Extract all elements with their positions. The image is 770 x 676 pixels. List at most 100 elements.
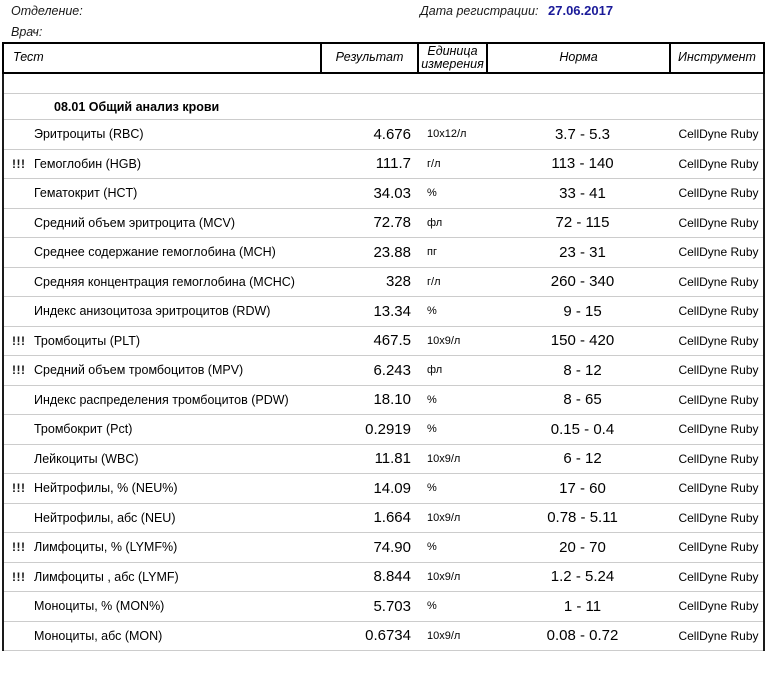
unit-value: 10x9/л bbox=[427, 334, 461, 347]
table-row: Моноциты, абс (MON) 0.6734 10x9/л 0.08 -… bbox=[4, 622, 763, 651]
test-name: Индекс распределения тромбоцитов (PDW) bbox=[34, 392, 289, 407]
table-row: !!! Лимфоциты, % (LYMF%) 74.90 % 20 - 70… bbox=[4, 533, 763, 563]
result-value: 13.34 bbox=[373, 302, 411, 320]
table-row: Среднее содержание гемоглобина (MCH) 23.… bbox=[4, 238, 763, 268]
test-name: Тромбокрит (Pct) bbox=[34, 422, 133, 437]
instrument-name: CellDyne Ruby bbox=[678, 628, 759, 643]
result-value: 5.703 bbox=[373, 597, 411, 615]
table-row: Нейтрофилы, абс (NEU) 1.664 10x9/л 0.78 … bbox=[4, 504, 763, 533]
norm-range: 20 - 70 bbox=[559, 538, 606, 556]
norm-range: 9 - 15 bbox=[563, 302, 602, 320]
test-name: Среднее содержание гемоглобина (MCH) bbox=[34, 245, 276, 260]
table-row: Гематокрит (HCT) 34.03 % 33 - 41 CellDyn… bbox=[4, 179, 763, 209]
instrument-name: CellDyne Ruby bbox=[678, 245, 759, 260]
test-name: Моноциты, % (MON%) bbox=[34, 599, 165, 614]
result-value: 467.5 bbox=[373, 332, 411, 350]
instrument-name: CellDyne Ruby bbox=[678, 363, 759, 378]
norm-range: 260 - 340 bbox=[550, 273, 615, 291]
table-header-row: Тест Результат Единица измерения Норма И… bbox=[2, 42, 765, 74]
table-row: !!! Нейтрофилы, % (NEU%) 14.09 % 17 - 60… bbox=[4, 474, 763, 504]
instrument-name: CellDyne Ruby bbox=[678, 451, 759, 466]
norm-range: 8 - 65 bbox=[563, 391, 602, 409]
table-row: Индекс анизоцитоза эритроцитов (RDW) 13.… bbox=[4, 297, 763, 327]
unit-value: % bbox=[427, 482, 437, 495]
norm-range: 113 - 140 bbox=[551, 155, 614, 173]
result-value: 14.09 bbox=[373, 479, 411, 497]
unit-value: фл bbox=[427, 216, 443, 229]
column-header-test: Тест bbox=[4, 44, 322, 72]
result-value: 328 bbox=[385, 273, 411, 291]
test-name: Средняя концентрация гемоглобина (MCHC) bbox=[34, 274, 295, 289]
instrument-name: CellDyne Ruby bbox=[678, 274, 759, 289]
abnormal-flag: !!! bbox=[12, 333, 26, 348]
table-row: Средняя концентрация гемоглобина (MCHC) … bbox=[4, 268, 763, 297]
result-value: 11.81 bbox=[374, 450, 411, 468]
registration-date-label: Дата регистрации: bbox=[420, 4, 539, 18]
unit-value: % bbox=[427, 541, 437, 554]
unit-value: 10x12/л bbox=[427, 128, 467, 141]
instrument-name: CellDyne Ruby bbox=[678, 569, 759, 584]
table-row: !!! Лимфоциты , абс (LYMF) 8.844 10x9/л … bbox=[4, 563, 763, 592]
instrument-name: CellDyne Ruby bbox=[678, 481, 759, 496]
unit-value: г/л bbox=[427, 275, 441, 288]
test-name: Лимфоциты, % (LYMF%) bbox=[34, 540, 178, 555]
result-value: 34.03 bbox=[373, 184, 411, 202]
table-row: Эритроциты (RBC) 4.676 10x12/л 3.7 - 5.3… bbox=[4, 120, 763, 150]
norm-range: 0.78 - 5.11 bbox=[547, 509, 618, 527]
table-row: Индекс распределения тромбоцитов (PDW) 1… bbox=[4, 386, 763, 415]
result-value: 23.88 bbox=[373, 243, 411, 261]
table-row: !!! Средний объем тромбоцитов (MPV) 6.24… bbox=[4, 356, 763, 386]
table-row: Моноциты, % (MON%) 5.703 % 1 - 11 CellDy… bbox=[4, 592, 763, 622]
result-value: 1.664 bbox=[373, 509, 411, 527]
instrument-name: CellDyne Ruby bbox=[678, 540, 759, 555]
test-name: Лейкоциты (WBC) bbox=[34, 451, 139, 466]
test-name: Гемоглобин (HGB) bbox=[34, 156, 142, 171]
test-name: Нейтрофилы, абс (NEU) bbox=[34, 510, 176, 525]
result-value: 6.243 bbox=[373, 361, 411, 379]
test-name: Средний объем тромбоцитов (MPV) bbox=[34, 363, 244, 378]
spacer-row bbox=[4, 74, 763, 94]
column-header-unit: Единица измерения bbox=[419, 44, 488, 72]
result-value: 74.90 bbox=[373, 538, 411, 556]
norm-range: 33 - 41 bbox=[559, 184, 606, 202]
norm-range: 17 - 60 bbox=[559, 479, 606, 497]
norm-range: 72 - 115 bbox=[555, 214, 610, 232]
test-name: Тромбоциты (PLT) bbox=[34, 333, 141, 348]
unit-value: 10x9/л bbox=[427, 629, 461, 642]
unit-value: % bbox=[427, 393, 437, 406]
instrument-name: CellDyne Ruby bbox=[678, 186, 759, 201]
norm-range: 1 - 11 bbox=[563, 597, 602, 615]
test-name: Средний объем эритроцита (MCV) bbox=[34, 215, 236, 230]
unit-value: фл bbox=[427, 364, 443, 377]
table-row: !!! Гемоглобин (HGB) 111.7 г/л 113 - 140… bbox=[4, 150, 763, 179]
unit-value: 10x9/л bbox=[427, 570, 461, 583]
table-row: Тромбокрит (Pct) 0.2919 % 0.15 - 0.4 Cel… bbox=[4, 415, 763, 445]
norm-range: 0.15 - 0.4 bbox=[550, 420, 615, 438]
abnormal-flag: !!! bbox=[12, 569, 26, 584]
table-row: Лейкоциты (WBC) 11.81 10x9/л 6 - 12 Cell… bbox=[4, 445, 763, 474]
result-value: 4.676 bbox=[373, 125, 411, 143]
abnormal-flag: !!! bbox=[12, 540, 26, 555]
unit-value: 10x9/л bbox=[427, 452, 461, 465]
column-header-result: Результат bbox=[322, 44, 419, 72]
result-value: 72.78 bbox=[373, 214, 411, 232]
instrument-name: CellDyne Ruby bbox=[678, 510, 759, 525]
result-value: 0.6734 bbox=[365, 627, 411, 645]
department-label: Отделение: bbox=[11, 4, 83, 18]
unit-value: пг bbox=[427, 246, 437, 259]
instrument-name: CellDyne Ruby bbox=[678, 333, 759, 348]
unit-value: % bbox=[427, 305, 437, 318]
test-name: Моноциты, абс (MON) bbox=[34, 628, 163, 643]
norm-range: 0.08 - 0.72 bbox=[546, 627, 619, 645]
result-value: 18.10 bbox=[373, 391, 411, 409]
norm-range: 6 - 12 bbox=[563, 450, 602, 468]
results-table: Тест Результат Единица измерения Норма И… bbox=[2, 42, 765, 651]
norm-range: 150 - 420 bbox=[550, 332, 615, 350]
section-title: 08.01 Общий анализ крови bbox=[54, 99, 220, 114]
unit-value: 10x9/л bbox=[427, 511, 461, 524]
result-value: 111.7 bbox=[375, 155, 411, 173]
test-name: Эритроциты (RBC) bbox=[34, 127, 144, 142]
table-row: Средний объем эритроцита (MCV) 72.78 фл … bbox=[4, 209, 763, 238]
unit-value: % bbox=[427, 187, 437, 200]
